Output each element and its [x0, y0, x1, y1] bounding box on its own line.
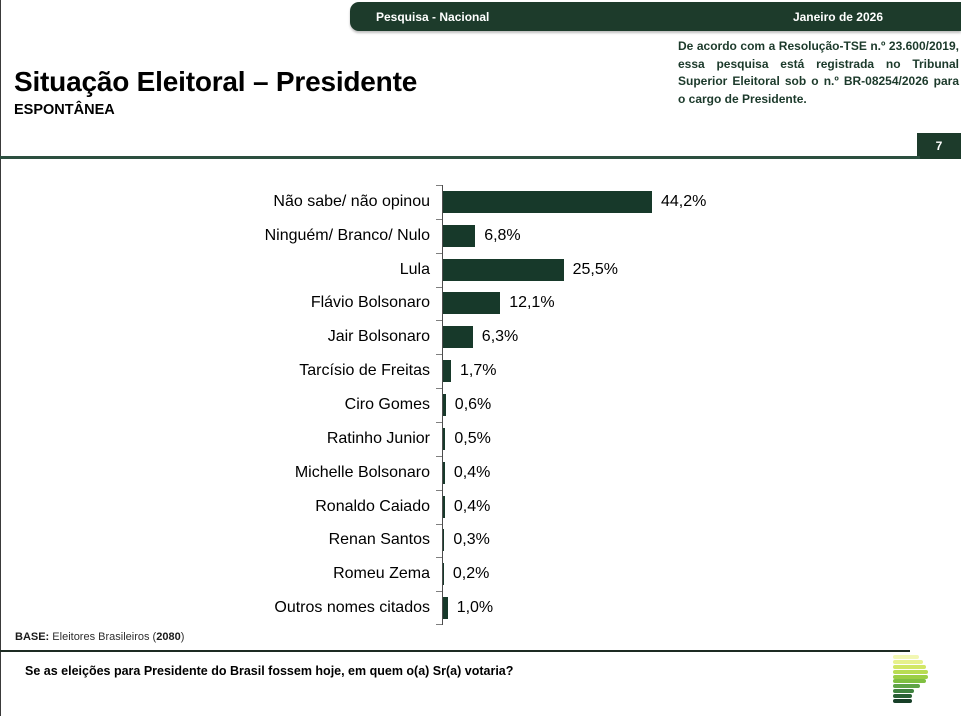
value-label: 25,5% — [572, 260, 618, 278]
value-label: 1,7% — [460, 362, 497, 380]
header-bar: Pesquisa - Nacional Janeiro de 2026 — [350, 2, 961, 31]
bar — [443, 360, 451, 383]
parana-pesquisas-logo — [893, 655, 933, 705]
title-block: Situação Eleitoral – Presidente ESPONTÂN… — [14, 66, 417, 118]
category-label: Não sabe/ não opinou — [273, 192, 430, 210]
chart-row: Ciro Gomes 0,6% — [0, 388, 740, 422]
value-label: 6,3% — [481, 328, 519, 346]
chart-row: Romeu Zema 0,2% — [0, 557, 740, 591]
chart-row: Outros nomes citados 1,0% — [0, 591, 740, 625]
chart-row: Renan Santos 0,3% — [0, 523, 740, 557]
bar — [443, 597, 448, 620]
bar — [443, 461, 445, 484]
value-label: 0,6% — [454, 395, 492, 413]
category-label: Ciro Gomes — [344, 395, 430, 413]
logo-stripe — [893, 664, 926, 669]
bar — [443, 258, 564, 281]
bar — [443, 326, 473, 349]
category-label: Lula — [399, 260, 430, 278]
value-label: 0,2% — [452, 565, 490, 583]
axis-tick — [436, 523, 442, 525]
bar — [443, 563, 444, 586]
category-label: Jair Bolsonaro — [327, 328, 430, 346]
value-label: 0,5% — [454, 429, 491, 447]
value-label: 44,2% — [661, 192, 707, 210]
survey-question: Se as eleições para Presidente do Brasil… — [25, 664, 514, 678]
slide-left-border — [0, 0, 1, 716]
bar-chart: Não sabe/ não opinou 44,2% Ninguém/ Branco… — [0, 185, 740, 626]
chart-row: Não sabe/ não opinou 44,2% — [0, 185, 740, 219]
axis-tick — [436, 624, 442, 625]
category-label: Ninguém/ Branco/ Nulo — [264, 226, 430, 244]
value-label: 0,4% — [453, 463, 491, 481]
base-suffix: ) — [180, 631, 185, 643]
page-title: Situação Eleitoral – Presidente — [14, 66, 418, 97]
chart-row: Michelle Bolsonaro 0,4% — [0, 456, 740, 490]
axis-tick — [436, 421, 442, 423]
axis-tick — [436, 354, 442, 356]
axis-tick — [436, 218, 442, 220]
base-label: BASE: — [15, 631, 50, 643]
chart-row: Ninguém/ Branco/ Nulo 6,8% — [0, 219, 740, 253]
logo-stripe — [893, 655, 919, 659]
chart-row: Flávio Bolsonaro 12,1% — [0, 287, 740, 321]
chart-row: Ronaldo Caiado 0,4% — [0, 490, 740, 524]
header-date-label: Janeiro de 2026 — [792, 9, 883, 24]
axis-tick — [436, 557, 442, 559]
category-label: Ratinho Junior — [326, 429, 430, 447]
axis-tick — [436, 286, 442, 288]
logo-stripe — [893, 659, 923, 664]
category-label: Outros nomes citados — [274, 599, 430, 617]
axis-tick — [436, 320, 442, 322]
bar — [443, 224, 476, 247]
bar — [443, 190, 652, 213]
chart-row: Tarcísio de Freitas 1,7% — [0, 354, 740, 388]
axis-tick — [436, 185, 442, 186]
category-label: Renan Santos — [328, 531, 430, 549]
logo-stripe — [893, 699, 912, 704]
logo-stripe — [893, 689, 914, 694]
bar — [443, 495, 445, 518]
chart-row: Lula 25,5% — [0, 253, 740, 287]
base-note: BASE: Eleitores Brasileiros (2080) — [15, 631, 184, 643]
value-label: 1,0% — [456, 599, 494, 617]
category-label: Michelle Bolsonaro — [294, 463, 430, 481]
base-value: 2080 — [156, 631, 181, 643]
axis-tick — [436, 388, 442, 390]
bar — [443, 427, 446, 450]
value-label: 0,4% — [453, 497, 491, 515]
logo-stripe — [893, 694, 912, 699]
logo-stripe — [893, 679, 926, 684]
category-label: Tarcísio de Freitas — [299, 362, 430, 380]
value-label: 0,3% — [453, 531, 490, 549]
page-subtitle: ESPONTÂNEA — [14, 102, 115, 118]
axis-tick — [436, 252, 442, 254]
page-number-badge: 7 — [917, 133, 961, 159]
axis-tick — [436, 591, 442, 593]
bar — [443, 292, 501, 315]
tse-registration-note: De acordo com a Resolução-TSE n.º 23.600… — [678, 39, 959, 106]
category-label: Ronaldo Caiado — [315, 497, 430, 515]
category-label: Romeu Zema — [333, 565, 430, 583]
value-label: 6,8% — [484, 226, 521, 244]
category-label: Flávio Bolsonaro — [310, 294, 430, 312]
chart-row: Jair Bolsonaro 6,3% — [0, 320, 740, 354]
logo-stripe — [893, 674, 928, 679]
logo-stripe — [893, 669, 928, 674]
value-label: 12,1% — [509, 294, 555, 312]
axis-tick — [436, 455, 442, 457]
bar — [443, 393, 446, 416]
logo-stripe — [893, 684, 920, 689]
bar — [443, 529, 445, 552]
axis-tick — [436, 489, 442, 491]
title-separator-line — [0, 156, 920, 159]
chart-row: Ratinho Junior 0,5% — [0, 422, 740, 456]
header-survey-label: Pesquisa - Nacional — [376, 9, 490, 24]
bottom-separator-line — [0, 650, 910, 652]
base-text: Eleitores Brasileiros ( — [49, 631, 157, 643]
chart-axis-line — [442, 185, 443, 625]
